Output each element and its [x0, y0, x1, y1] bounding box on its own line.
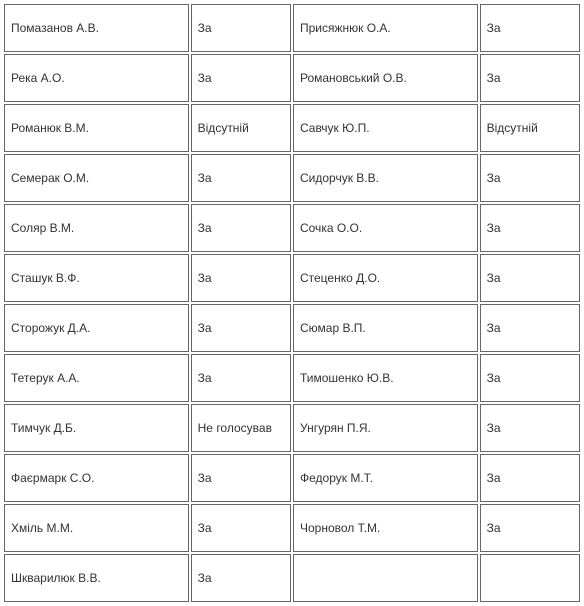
deputy-name-cell: Семерак О.М.: [4, 154, 189, 202]
deputy-name-cell: Тетерук А.А.: [4, 354, 189, 402]
deputy-name-cell: Чорновол Т.М.: [293, 504, 478, 552]
vote-cell: За: [191, 4, 291, 52]
vote-cell: За: [191, 154, 291, 202]
table-row: Шкварилюк В.В.За: [4, 554, 580, 602]
table-row: Фаєрмарк С.О.ЗаФедорук М.Т.За: [4, 454, 580, 502]
vote-cell: [480, 554, 580, 602]
vote-cell: За: [480, 254, 580, 302]
deputy-name-cell: Сочка О.О.: [293, 204, 478, 252]
vote-cell: Не голосував: [191, 404, 291, 452]
deputy-name-cell: Федорук М.Т.: [293, 454, 478, 502]
vote-cell: За: [480, 304, 580, 352]
deputy-name-cell: Река А.О.: [4, 54, 189, 102]
deputy-name-cell: Тимчук Д.Б.: [4, 404, 189, 452]
deputy-name-cell: [293, 554, 478, 602]
table-row: Семерак О.М.ЗаСидорчук В.В.За: [4, 154, 580, 202]
deputy-name-cell: Помазанов А.В.: [4, 4, 189, 52]
deputy-name-cell: Сидорчук В.В.: [293, 154, 478, 202]
vote-cell: За: [480, 454, 580, 502]
deputy-name-cell: Сторожук Д.А.: [4, 304, 189, 352]
table-row: Хміль М.М.ЗаЧорновол Т.М.За: [4, 504, 580, 552]
vote-cell: За: [480, 54, 580, 102]
deputy-name-cell: Романюк В.М.: [4, 104, 189, 152]
deputy-name-cell: Сюмар В.П.: [293, 304, 478, 352]
deputy-name-cell: Присяжнюк О.А.: [293, 4, 478, 52]
table-row: Помазанов А.В.ЗаПрисяжнюк О.А.За: [4, 4, 580, 52]
table-row: Сташук В.Ф.ЗаСтеценко Д.О.За: [4, 254, 580, 302]
table-row: Тимчук Д.Б.Не голосувавУнгурян П.Я.За: [4, 404, 580, 452]
vote-cell: Відсутній: [480, 104, 580, 152]
vote-cell: За: [191, 54, 291, 102]
deputy-name-cell: Шкварилюк В.В.: [4, 554, 189, 602]
deputy-name-cell: Сташук В.Ф.: [4, 254, 189, 302]
deputy-name-cell: Фаєрмарк С.О.: [4, 454, 189, 502]
deputy-name-cell: Тимошенко Ю.В.: [293, 354, 478, 402]
deputy-name-cell: Романовський О.В.: [293, 54, 478, 102]
table-row: Романюк В.М.ВідсутнійСавчук Ю.П.Відсутні…: [4, 104, 580, 152]
vote-cell: За: [191, 204, 291, 252]
deputy-name-cell: Соляр В.М.: [4, 204, 189, 252]
vote-cell: За: [480, 4, 580, 52]
vote-cell: За: [191, 454, 291, 502]
vote-cell: За: [480, 354, 580, 402]
vote-cell: За: [191, 504, 291, 552]
vote-cell: За: [191, 354, 291, 402]
vote-cell: За: [191, 304, 291, 352]
vote-cell: За: [480, 404, 580, 452]
vote-cell: Відсутній: [191, 104, 291, 152]
deputy-name-cell: Хміль М.М.: [4, 504, 189, 552]
deputy-name-cell: Стеценко Д.О.: [293, 254, 478, 302]
table-row: Тетерук А.А.ЗаТимошенко Ю.В.За: [4, 354, 580, 402]
deputy-name-cell: Унгурян П.Я.: [293, 404, 478, 452]
vote-cell: За: [191, 254, 291, 302]
vote-cell: За: [480, 154, 580, 202]
table-row: Река А.О.ЗаРомановський О.В.За: [4, 54, 580, 102]
vote-cell: За: [480, 504, 580, 552]
table-row: Сторожук Д.А.ЗаСюмар В.П.За: [4, 304, 580, 352]
deputy-name-cell: Савчук Ю.П.: [293, 104, 478, 152]
vote-cell: За: [191, 554, 291, 602]
vote-cell: За: [480, 204, 580, 252]
voting-results-table: Помазанов А.В.ЗаПрисяжнюк О.А.ЗаРека А.О…: [2, 2, 582, 604]
table-row: Соляр В.М.ЗаСочка О.О.За: [4, 204, 580, 252]
